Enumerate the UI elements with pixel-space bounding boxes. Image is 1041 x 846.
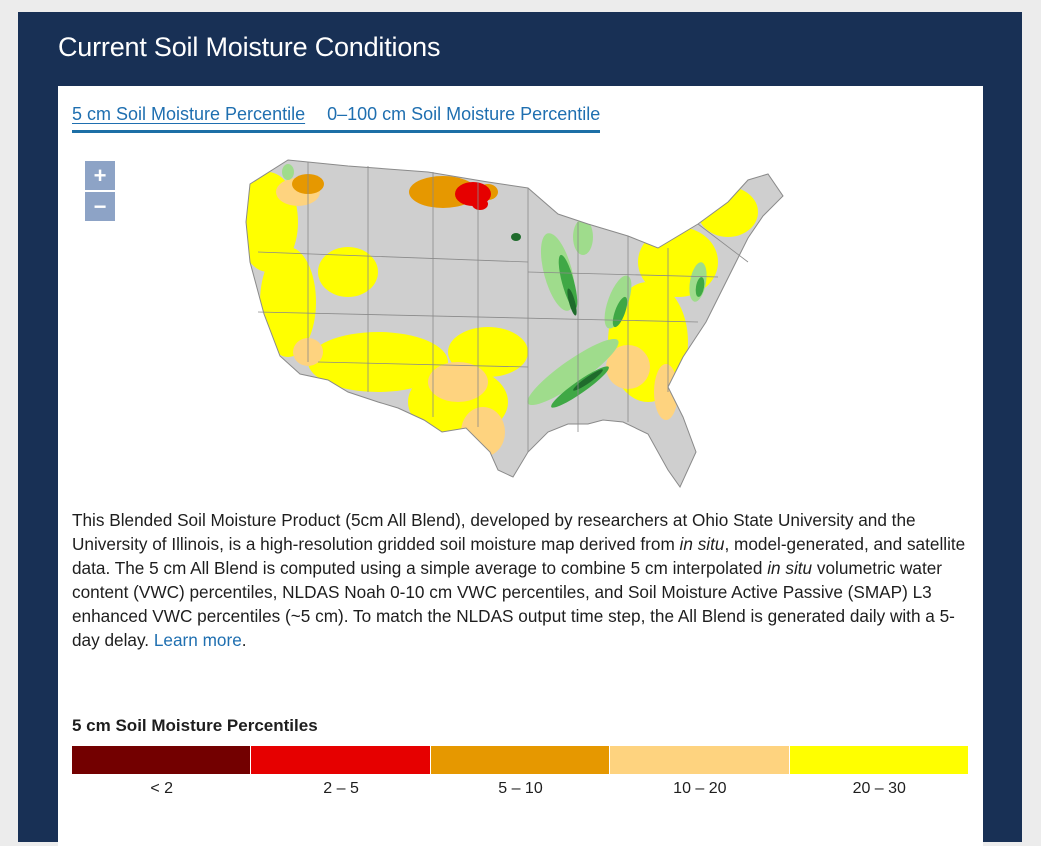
legend-swatch-2-5 xyxy=(251,746,431,774)
legend-item-lt2: < 2 xyxy=(72,746,252,798)
red-patch xyxy=(472,198,488,210)
yellow-patch xyxy=(260,247,316,357)
us-outline xyxy=(245,159,784,488)
legend-title: 5 cm Soil Moisture Percentiles xyxy=(72,716,318,735)
light-orange-patch xyxy=(654,364,678,420)
desc-text-1: This Blended Soil Moisture Product (5cm … xyxy=(72,510,916,554)
legend-label-2-5: 2 – 5 xyxy=(323,780,359,797)
zoom-in-button[interactable]: + xyxy=(85,161,115,190)
legend: < 2 2 – 5 5 – 10 10 – 20 20 – 30 xyxy=(72,746,969,798)
desc-emphasis-1: in situ xyxy=(679,534,725,554)
legend-label-5-10: 5 – 10 xyxy=(498,780,543,797)
moisture-patches xyxy=(246,164,758,457)
zoom-out-button[interactable]: − xyxy=(85,192,115,221)
product-description: This Blended Soil Moisture Product (5cm … xyxy=(72,508,972,652)
wet-light-patch xyxy=(282,164,294,180)
desc-emphasis-2: in situ xyxy=(767,558,813,578)
wet-dark-patch xyxy=(567,288,577,316)
wet-dark-patch xyxy=(573,369,603,391)
legend-label-lt2: < 2 xyxy=(150,780,174,797)
state-borders xyxy=(257,162,749,452)
desc-text-2: , model-generated, and satellite data. T… xyxy=(72,534,966,578)
land-base xyxy=(246,160,783,487)
tab-5cm-percentile[interactable]: 5 cm Soil Moisture Percentile xyxy=(72,104,306,124)
state-border-line xyxy=(257,311,699,323)
wet-mid-patch xyxy=(612,296,628,328)
state-border-line xyxy=(317,361,529,368)
wet-dark-patch xyxy=(511,233,521,241)
desc-text-3: volumetric water content (VWC) percentil… xyxy=(72,558,955,650)
legend-item-5-10: 5 – 10 xyxy=(430,746,611,798)
legend-swatch-5-10 xyxy=(430,746,611,774)
state-border-line xyxy=(527,271,719,278)
yellow-patch xyxy=(318,247,378,297)
wet-mid-patch xyxy=(695,277,705,297)
tab-0-100cm-percentile[interactable]: 0–100 cm Soil Moisture Percentile xyxy=(327,104,601,124)
state-border-line xyxy=(257,251,529,263)
legend-label-20-30: 20 – 30 xyxy=(852,780,906,797)
light-orange-patch xyxy=(461,407,505,457)
yellow-patch xyxy=(638,227,718,297)
legend-item-20-30: 20 – 30 xyxy=(789,746,969,798)
zoom-control: + − xyxy=(85,161,115,223)
panel-title: Current Soil Moisture Conditions xyxy=(58,32,441,62)
legend-swatch-20-30 xyxy=(789,746,969,774)
desc-end: . xyxy=(241,630,247,650)
legend-item-10-20: 10 – 20 xyxy=(610,746,790,798)
soil-moisture-panel: Current Soil Moisture Conditions 5 cm So… xyxy=(18,12,1022,846)
legend-label-10-20: 10 – 20 xyxy=(673,780,727,797)
legend-swatch-lt2 xyxy=(72,746,252,774)
soil-moisture-map[interactable] xyxy=(228,152,798,502)
wet-light-patch xyxy=(527,338,619,406)
legend-swatch-10-20 xyxy=(610,746,790,774)
learn-more-link[interactable]: Learn more xyxy=(153,630,242,650)
wet-light-patch xyxy=(604,275,632,329)
yellow-patch xyxy=(698,187,758,237)
tab-bar: 5 cm Soil Moisture Percentile 0–100 cm S… xyxy=(72,102,601,133)
yellow-patch xyxy=(308,332,448,392)
light-orange-patch xyxy=(428,362,488,402)
content-card: 5 cm Soil Moisture Percentile 0–100 cm S… xyxy=(58,86,983,846)
legend-item-2-5: 2 – 5 xyxy=(251,746,431,798)
